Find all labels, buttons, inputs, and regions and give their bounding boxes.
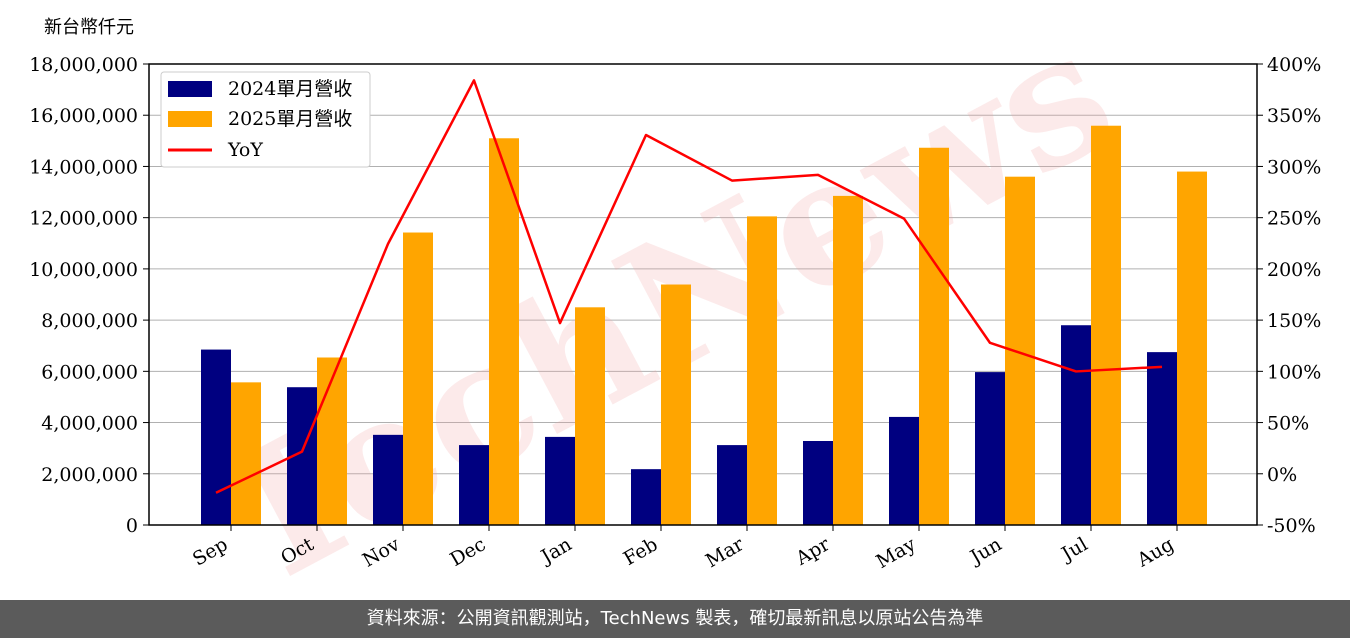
x-tick-label-apr: Apr bbox=[791, 533, 834, 570]
x-tick-label-dec: Dec bbox=[446, 533, 489, 571]
bar-2024-mar bbox=[717, 445, 747, 525]
bar-2024-jan bbox=[545, 436, 575, 525]
x-tick-label-may: May bbox=[873, 533, 920, 573]
left-tick-label: 14,000,000 bbox=[29, 156, 138, 178]
bar-2024-dec bbox=[459, 445, 489, 525]
bar-2024-jun bbox=[975, 372, 1005, 525]
right-tick-label: 0% bbox=[1267, 464, 1297, 486]
yoy-line-group bbox=[215, 79, 1163, 494]
bar-2025-mar bbox=[747, 216, 777, 525]
right-axis: -50% 0% 50% 100% 150% 200% 250% 300% 350% 400% bbox=[1257, 54, 1321, 537]
x-tick-label-aug: Aug bbox=[1133, 533, 1178, 572]
y-unit-label: 新台幣仟元 bbox=[44, 17, 134, 38]
source-footer: 資料來源：公開資訊觀測站，TechNews 製表，確切最新訊息以原站公告為準 bbox=[0, 600, 1350, 638]
right-tick-label: 400% bbox=[1267, 54, 1321, 76]
left-axis: 0 2,000,000 4,000,000 6,000,000 8,000,000 10,… bbox=[29, 54, 149, 537]
right-tick-label: -50% bbox=[1267, 515, 1316, 537]
legend-label-2025: 2025單月營收 bbox=[228, 108, 352, 130]
bar-2025-jun bbox=[1005, 176, 1035, 525]
legend-swatch-2025 bbox=[168, 111, 212, 127]
legend-swatch-2024 bbox=[168, 81, 212, 97]
bar-2025-sep bbox=[231, 382, 261, 525]
bar-2024-sep bbox=[201, 349, 231, 525]
left-tick-label: 8,000,000 bbox=[41, 310, 138, 332]
legend-label-2024: 2024單月營收 bbox=[228, 78, 352, 100]
bar-2024-aug bbox=[1147, 352, 1177, 525]
bar-2024-feb bbox=[631, 469, 661, 525]
left-tick-label: 6,000,000 bbox=[41, 361, 138, 383]
bar-2024-may bbox=[889, 416, 919, 525]
bar-2025-may bbox=[919, 147, 949, 525]
bar-2025-jan bbox=[575, 307, 605, 525]
right-tick-label: 200% bbox=[1267, 259, 1321, 281]
plot-frame bbox=[148, 63, 1258, 526]
right-tick-label: 100% bbox=[1267, 361, 1321, 383]
x-tick-label-sep: Sep bbox=[189, 533, 232, 570]
x-tick-label-feb: Feb bbox=[620, 533, 662, 570]
bar-2025-nov bbox=[403, 232, 433, 525]
left-tick-label: 0 bbox=[126, 515, 138, 537]
right-tick-label: 150% bbox=[1267, 310, 1321, 332]
bar-2025-dec bbox=[489, 138, 519, 525]
revenue-yoy-chart: TechNews 02,000,0004,000,0006,000,0008,0… bbox=[29, 0, 1321, 600]
x-tick-label-jul: Jul bbox=[1056, 533, 1091, 566]
left-tick-label: 18,000,000 bbox=[29, 54, 138, 76]
left-tick-label: 2,000,000 bbox=[41, 464, 138, 486]
x-tick-label-jun: Jun bbox=[965, 533, 1006, 569]
bar-2024-nov bbox=[373, 434, 403, 525]
legend: 2024單月營收 2025單月營收 YoY bbox=[160, 71, 371, 168]
x-tick-label-mar: Mar bbox=[702, 533, 748, 572]
left-tick-label: 4,000,000 bbox=[41, 413, 138, 435]
legend-label-yoy: YoY bbox=[227, 139, 263, 161]
yoy-line bbox=[215, 79, 1163, 494]
right-tick-label: 250% bbox=[1267, 208, 1321, 230]
right-tick-label: 50% bbox=[1267, 413, 1309, 435]
bars bbox=[201, 125, 1207, 526]
left-tick-label: 12,000,000 bbox=[29, 208, 138, 230]
legend-box bbox=[160, 71, 371, 168]
right-tick-label: 350% bbox=[1267, 105, 1321, 127]
right-tick-label: 300% bbox=[1267, 156, 1321, 178]
bar-2025-apr bbox=[833, 195, 863, 525]
left-tick-label: 16,000,000 bbox=[29, 105, 138, 127]
bar-2024-apr bbox=[803, 440, 833, 525]
bar-2025-feb bbox=[661, 284, 691, 525]
left-tick-label: 10,000,000 bbox=[29, 259, 138, 281]
bar-2025-aug bbox=[1177, 171, 1207, 526]
bar-2025-jul bbox=[1091, 125, 1121, 525]
bar-2025-oct bbox=[317, 357, 347, 525]
x-tick-label-jan: Jan bbox=[536, 533, 576, 569]
bar-2024-jul bbox=[1061, 325, 1091, 525]
